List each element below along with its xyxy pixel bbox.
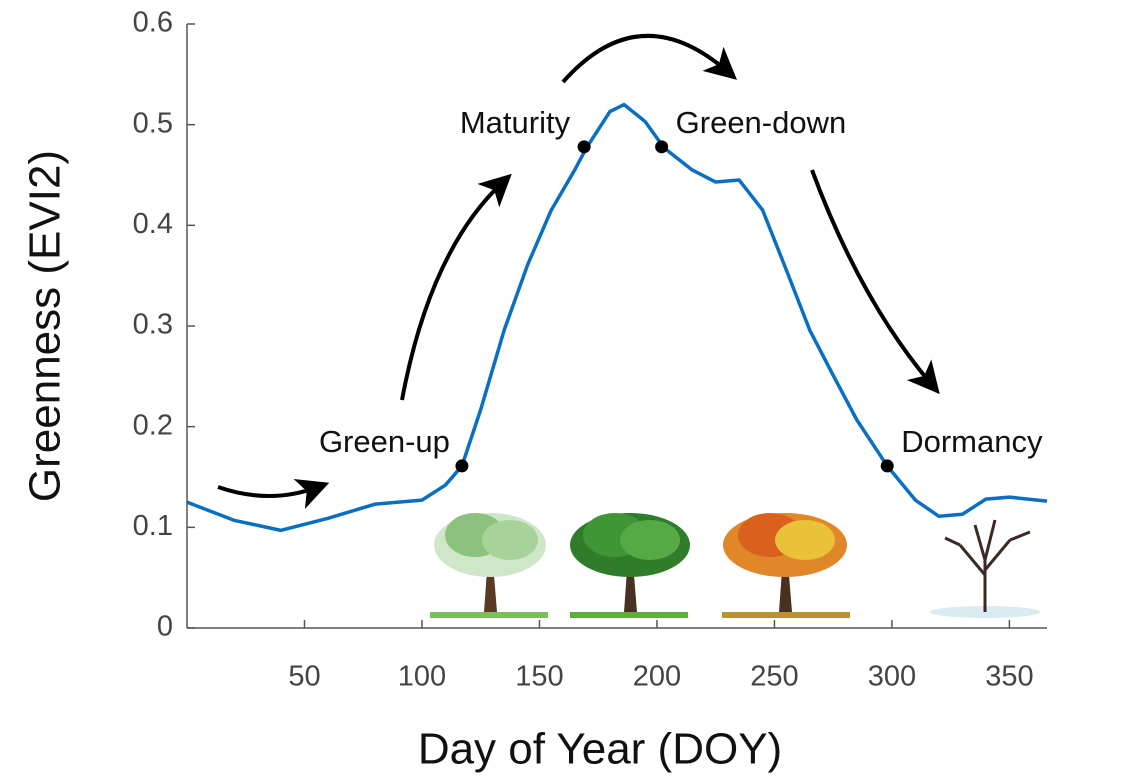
- x-tick-label: 150: [515, 661, 563, 693]
- x-tick-label: 50: [288, 661, 320, 693]
- phase-label: Dormancy: [901, 424, 1043, 459]
- x-tick-label: 100: [398, 661, 446, 693]
- y-tick-label: 0.4: [133, 208, 173, 240]
- arrow: [217, 479, 330, 509]
- phase-label: Green-up: [319, 424, 450, 459]
- y-tick-label: 0.3: [133, 309, 173, 341]
- phase-point: [880, 459, 894, 473]
- x-axis-title: Day of Year (DOY): [418, 725, 782, 774]
- x-tick-label: 300: [868, 661, 916, 693]
- y-axis-title: Greenness (EVI2): [21, 150, 70, 502]
- trees: [430, 513, 1040, 618]
- y-tick-label: 0.2: [133, 409, 173, 441]
- phase-label: Maturity: [460, 105, 571, 140]
- phase-point: [655, 140, 669, 154]
- y-tick-label: 0.6: [133, 7, 173, 39]
- phase-point: [577, 140, 591, 154]
- phase-label: Green-down: [676, 105, 847, 140]
- x-tick-label: 200: [633, 661, 681, 693]
- arrow: [561, 33, 738, 84]
- tree-spring: [430, 513, 548, 618]
- plot-area: 0 0.1 0.2 0.3 0.4 0.5 0.6 50 100 150 200 250 300 350 G…: [133, 7, 1048, 693]
- x-tick-label: 250: [750, 661, 798, 693]
- tree-winter: [930, 519, 1040, 618]
- x-tick-label: 350: [985, 661, 1033, 693]
- tree-summer: [570, 513, 690, 618]
- y-tick-label: 0: [157, 611, 173, 643]
- arrow: [810, 169, 940, 395]
- data-line: [186, 102, 1048, 533]
- phase-point: [455, 459, 469, 473]
- arrow: [400, 173, 512, 401]
- tree-autumn: [722, 513, 850, 618]
- y-tick-label: 0.5: [133, 107, 173, 139]
- y-tick-label: 0.1: [133, 510, 173, 542]
- phase-arrows: [217, 33, 940, 509]
